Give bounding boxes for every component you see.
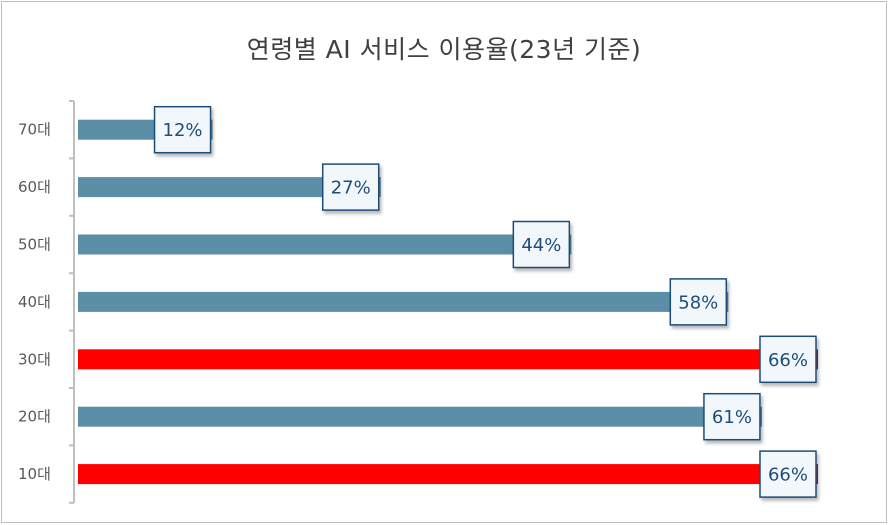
y-tick-label: 50대 xyxy=(18,236,51,254)
y-tick-label: 60대 xyxy=(18,178,51,196)
data-label-box xyxy=(512,220,571,269)
data-label-box xyxy=(759,450,817,498)
data-label: 66% xyxy=(768,350,808,371)
y-tick-label: 40대 xyxy=(18,293,51,311)
bar xyxy=(78,291,729,312)
data-label: 61% xyxy=(712,407,752,428)
bar xyxy=(78,406,762,427)
data-label-box xyxy=(669,278,728,326)
bar xyxy=(78,349,818,370)
y-tick-label: 30대 xyxy=(18,350,51,368)
data-label: 44% xyxy=(521,235,561,256)
data-label-box xyxy=(321,163,380,211)
bar xyxy=(78,234,572,255)
data-label: 27% xyxy=(331,178,371,199)
chart-title: 연령별 AI 서비스 이용율(23년 기준) xyxy=(246,35,642,64)
data-label: 58% xyxy=(678,292,718,313)
data-label-box xyxy=(153,105,212,154)
data-label-box xyxy=(759,335,817,384)
bar xyxy=(78,177,381,198)
y-tick-label: 70대 xyxy=(18,121,51,139)
data-label: 66% xyxy=(768,465,808,486)
y-tick-label: 10대 xyxy=(18,465,51,483)
data-label-box xyxy=(703,392,761,441)
y-tick-label: 20대 xyxy=(18,408,51,426)
data-label: 12% xyxy=(163,120,203,141)
bar xyxy=(78,464,818,485)
